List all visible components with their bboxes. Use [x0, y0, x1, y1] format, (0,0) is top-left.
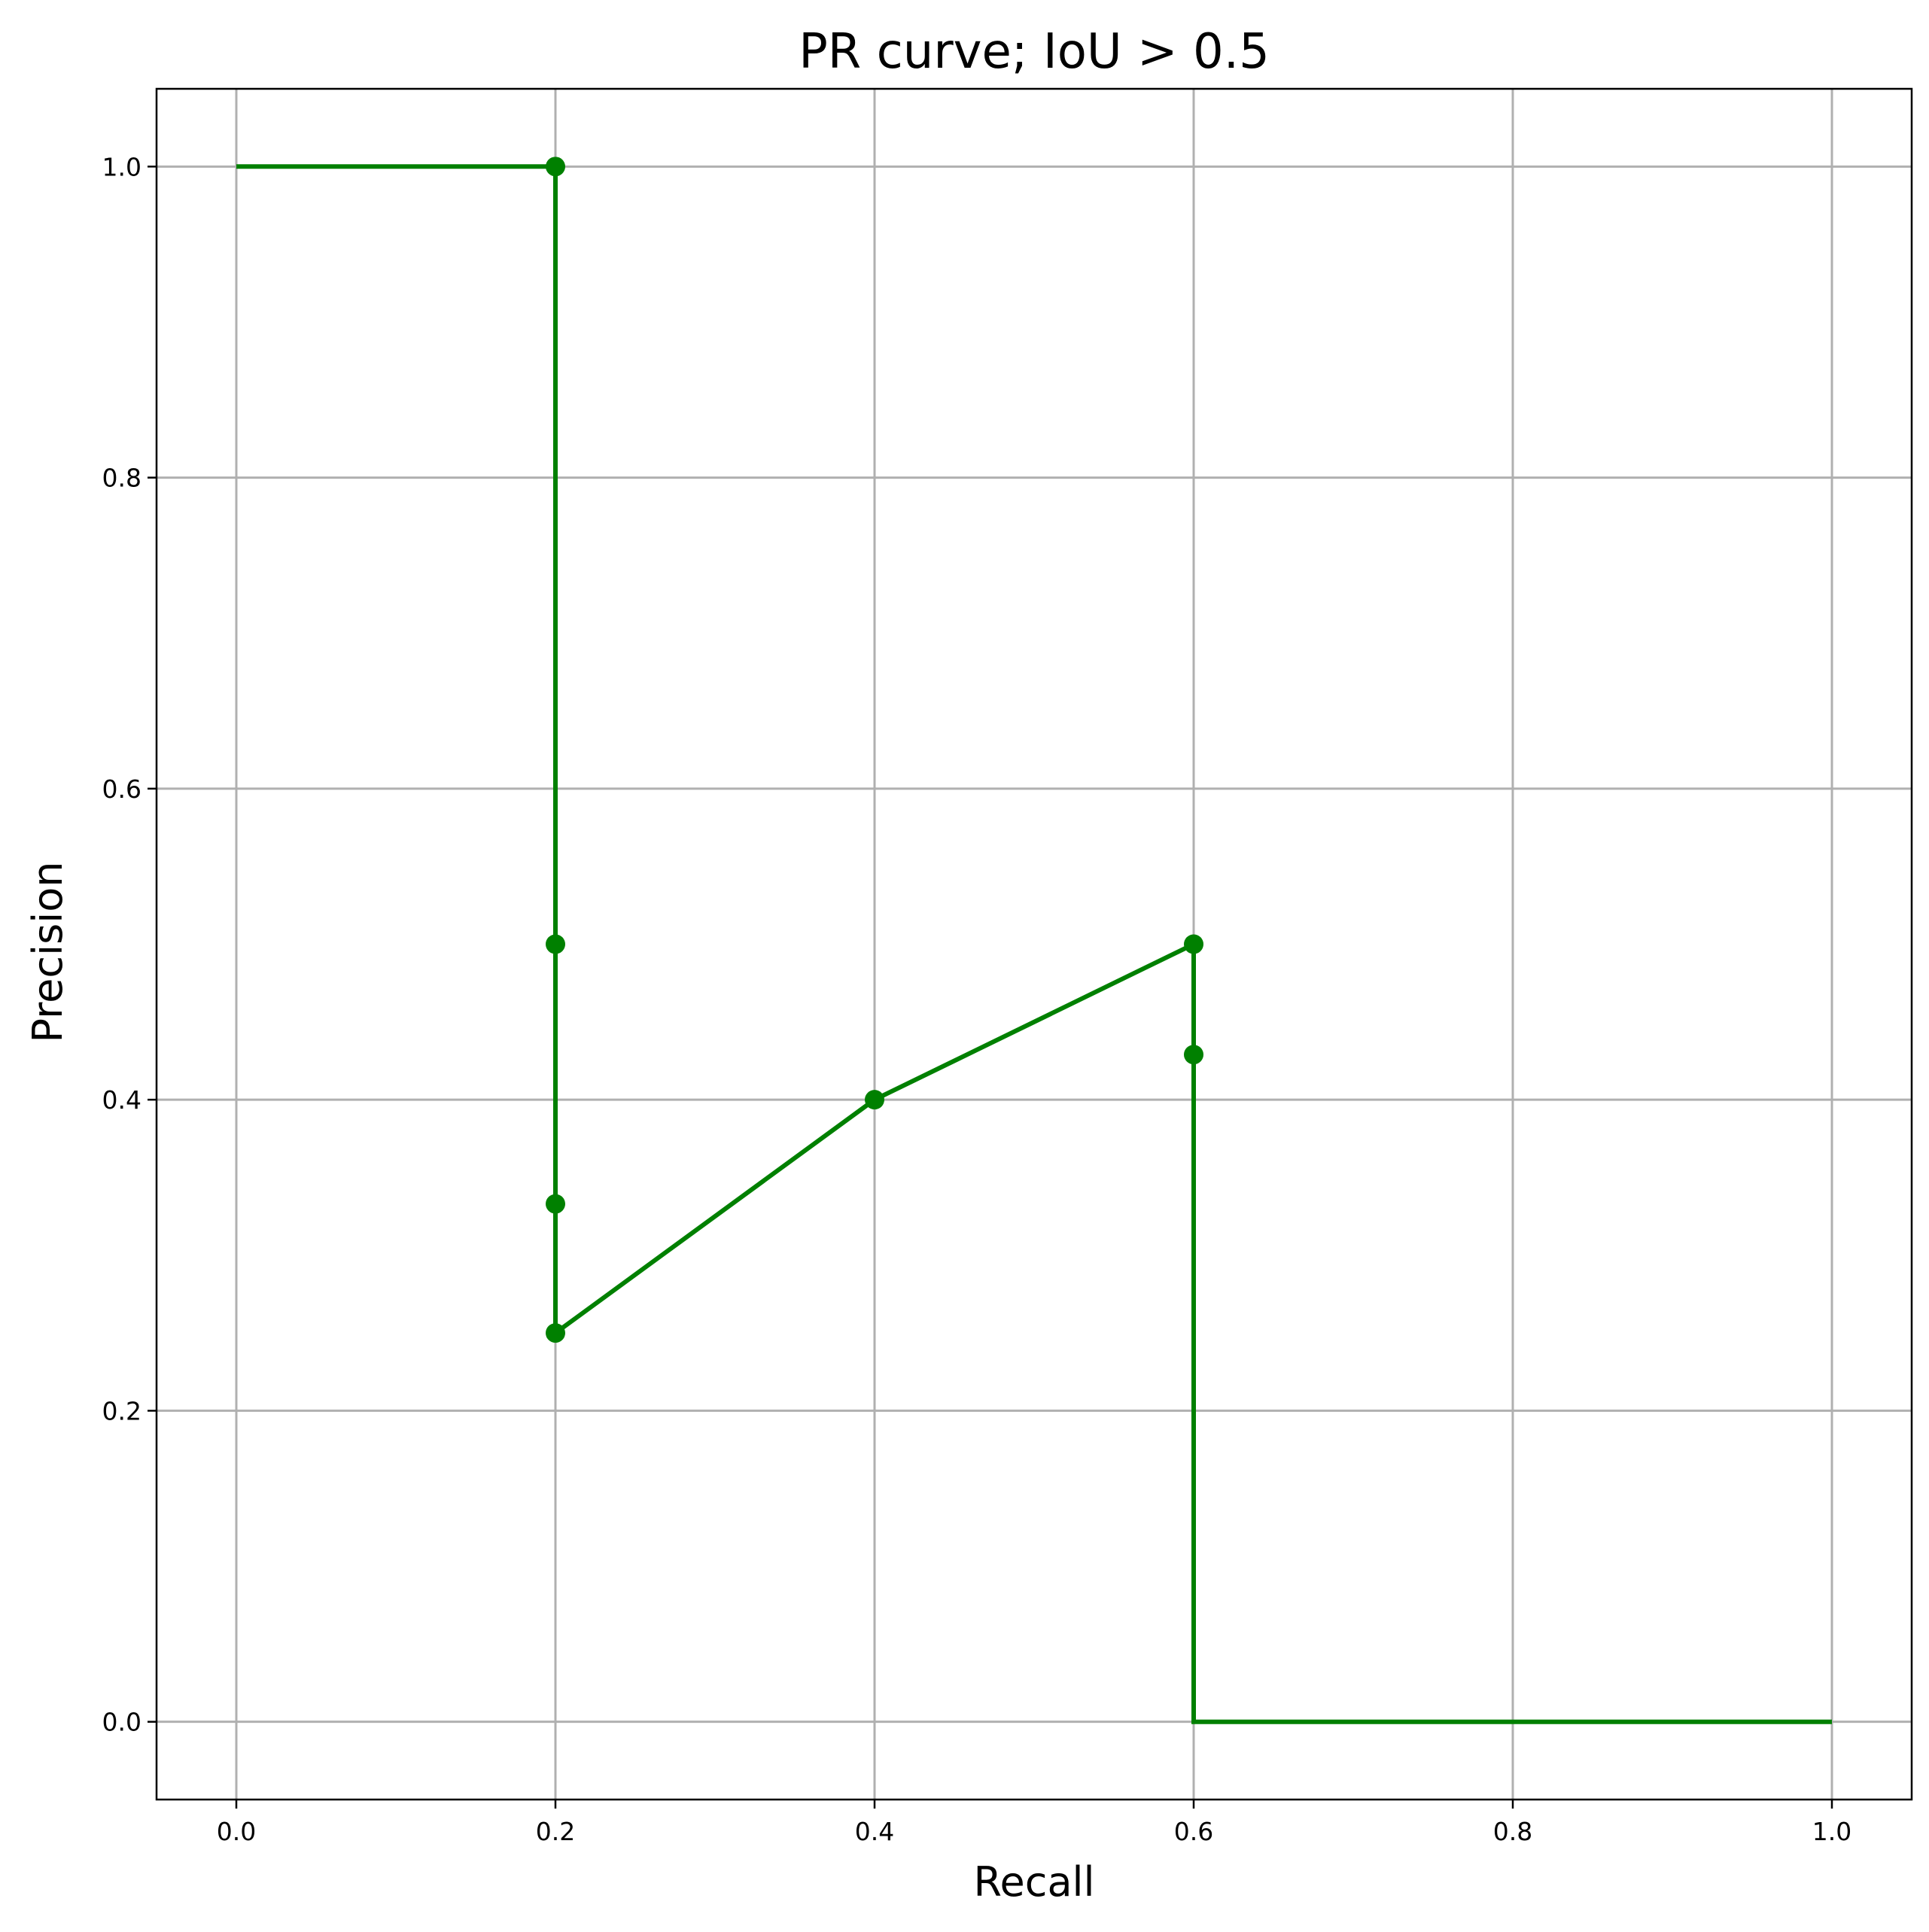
chart-title: PR curve; IoU > 0.5 — [799, 24, 1270, 80]
data-point-marker — [546, 157, 565, 177]
ticks: 0.0 0.2 0.4 0.6 0.8 1.0 0.0 0.2 0.4 0.6 0.8 1.0 — [102, 152, 1852, 1846]
y-tick-label: 0.4 — [102, 1085, 141, 1115]
x-tick-label: 0.0 — [217, 1817, 256, 1846]
y-tick-label: 0.0 — [102, 1708, 141, 1737]
y-tick-label: 1.0 — [102, 152, 141, 181]
y-axis-label: Precision — [24, 862, 72, 1043]
x-tick-label: 0.8 — [1493, 1817, 1532, 1846]
x-tick-label: 0.6 — [1174, 1817, 1213, 1846]
y-tick-label: 0.8 — [102, 464, 141, 493]
data-point-marker — [546, 1194, 565, 1214]
data-point-marker — [546, 934, 565, 954]
x-tick-label: 1.0 — [1812, 1817, 1851, 1846]
y-tick-label: 0.2 — [102, 1396, 141, 1425]
data-point-marker — [546, 1323, 565, 1343]
data-point-marker — [1184, 934, 1203, 954]
data-point-marker — [865, 1090, 884, 1110]
pr-curve-line — [236, 164, 1832, 1724]
plot-frame — [155, 87, 1913, 1801]
x-tick-label: 0.2 — [536, 1817, 575, 1846]
x-axis-label: Recall — [973, 1858, 1094, 1906]
x-tick-label: 0.4 — [855, 1817, 894, 1846]
y-tick-label: 0.6 — [102, 774, 141, 804]
data-point-marker — [1184, 1045, 1203, 1065]
series-layer — [236, 157, 1832, 1724]
